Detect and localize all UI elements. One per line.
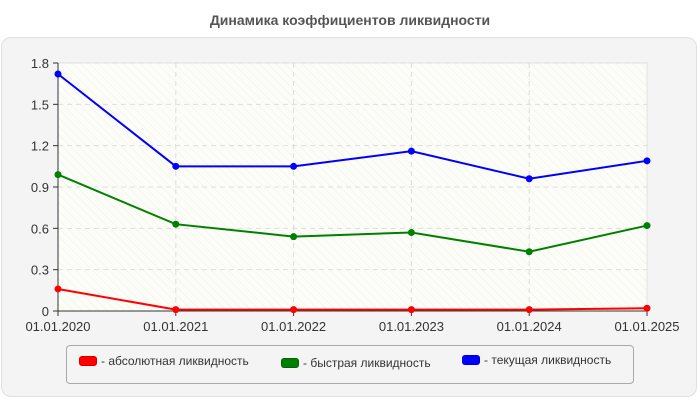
green-swatch-icon — [281, 358, 299, 368]
y-tick-label: 1.2 — [31, 139, 49, 154]
legend-item-quick[interactable]: - быстрая ликвидность — [281, 356, 431, 370]
red-swatch-icon — [79, 356, 97, 366]
data-point — [643, 157, 651, 165]
data-point — [643, 304, 651, 312]
y-tick-label: 0.3 — [31, 263, 49, 278]
legend-label: - абсолютная ликвидность — [101, 354, 249, 368]
x-tick-label: 01.01.2023 — [379, 319, 444, 334]
data-point — [407, 228, 415, 236]
y-tick-label: 1.8 — [31, 56, 49, 71]
legend: - абсолютная ликвидность - быстрая ликви… — [66, 345, 634, 384]
y-tick-label: 1.5 — [31, 97, 49, 112]
plot-background — [57, 62, 648, 312]
data-point — [525, 306, 533, 314]
x-tick-label: 01.01.2025 — [614, 319, 679, 334]
data-point — [54, 171, 62, 179]
data-point — [290, 306, 298, 314]
data-point — [290, 162, 298, 170]
x-tick-label: 01.01.2024 — [497, 319, 562, 334]
data-point — [54, 285, 62, 293]
x-tick-label: 01.01.2021 — [143, 319, 208, 334]
series-line — [57, 287, 648, 311]
data-point — [290, 233, 298, 241]
data-point — [172, 306, 180, 314]
data-point — [643, 222, 651, 230]
y-tick-label: 0 — [42, 304, 49, 319]
series-line — [57, 173, 648, 253]
x-tick-label: 01.01.2022 — [261, 319, 326, 334]
y-tick-label: 0.6 — [31, 221, 49, 236]
data-point — [525, 248, 533, 256]
plot-area: 0 0.3 0.6 0.9 1.2 1.5 1.8 01.01.2020 01.01.2021 0… — [25, 56, 679, 334]
data-point — [407, 306, 415, 314]
x-tick-label: 01.01.2020 — [25, 319, 90, 334]
data-point — [407, 147, 415, 155]
data-point — [54, 70, 62, 78]
legend-item-absolute[interactable]: - абсолютная ликвидность — [79, 354, 249, 368]
y-tick-label: 0.9 — [31, 180, 49, 195]
series-line — [57, 73, 648, 180]
chart-title: Динамика коэффициентов ликвидности — [209, 12, 491, 28]
data-point — [172, 162, 180, 170]
data-point — [525, 175, 533, 183]
legend-item-current[interactable]: - текущая ликвидность — [462, 353, 611, 367]
data-point — [172, 220, 180, 228]
legend-label: - текущая ликвидность — [484, 353, 612, 367]
blue-swatch-icon — [462, 355, 480, 365]
legend-label: - быстрая ликвидность — [303, 356, 431, 370]
